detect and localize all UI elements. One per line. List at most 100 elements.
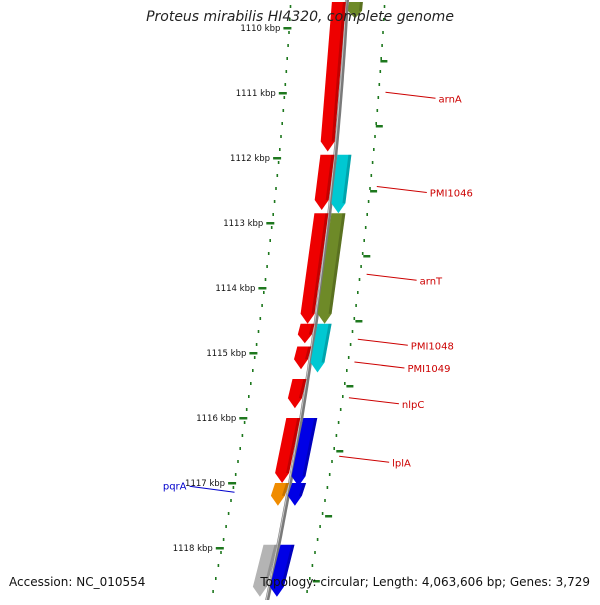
scale-dot-right — [349, 343, 352, 346]
gene-arrow-red — [287, 379, 307, 409]
gene-arrow-shade — [321, 323, 332, 363]
scale-dot-right — [309, 577, 311, 580]
scale-dot-left — [281, 122, 283, 125]
scale-dot-right — [366, 213, 368, 216]
minor-tick — [336, 450, 344, 453]
gene-leader-line — [376, 186, 427, 193]
kbp-tick — [215, 547, 224, 550]
minor-tick — [363, 255, 371, 258]
scale-dot-left — [270, 226, 273, 229]
kbp-tick — [228, 482, 237, 485]
scale-dot-left — [252, 369, 254, 372]
scale-dot-left — [212, 590, 214, 593]
gene-arrow-shade — [298, 379, 307, 399]
scale-dot-right — [344, 382, 346, 385]
scale-dot-right — [355, 304, 357, 307]
minor-tick — [375, 125, 383, 128]
scale-dot-right — [379, 70, 382, 73]
gene-arrow-shade — [342, 154, 352, 204]
accession-text: Accession: NC_010554 — [9, 575, 146, 589]
gene-arrow-red — [294, 346, 312, 370]
scale-dot-left — [232, 486, 235, 489]
minor-tick — [370, 190, 378, 193]
gene-arrow-red — [275, 418, 301, 483]
scale-dot-right — [383, 18, 385, 21]
gene-arrow-shade — [281, 483, 290, 496]
kbp-tick — [283, 27, 292, 30]
scale-dot-right — [342, 395, 344, 398]
scale-dot-right — [383, 5, 386, 8]
scale-dot-right — [306, 590, 308, 593]
scale-dot-left — [273, 200, 276, 203]
gene-label-pqra: pqrA — [163, 481, 187, 492]
kbp-tick — [278, 92, 287, 95]
gene-leader-line — [357, 338, 408, 346]
scale-dot-left — [261, 304, 263, 307]
scale-dot-right — [335, 434, 338, 437]
kbp-tick-label: 1115 kbp — [206, 349, 246, 359]
scale-dot-right — [374, 135, 376, 138]
scale-dot-right — [376, 109, 379, 112]
gene-label-arna: arnA — [439, 94, 462, 105]
scale-dot-left — [227, 512, 230, 515]
scale-dot-right — [314, 551, 316, 554]
scale-dot-right — [358, 278, 361, 281]
gene-arrow-shade — [359, 2, 363, 11]
scale-dot-left — [237, 460, 239, 463]
scale-dot-left — [285, 70, 288, 73]
gene-arrow-shade — [311, 213, 329, 314]
gene-arrow-shade — [298, 483, 307, 496]
gene-arrow-gray — [252, 544, 278, 597]
scale-dot-right — [371, 161, 374, 164]
scale-dot-right — [339, 408, 342, 411]
scale-dot-left — [266, 265, 268, 268]
scale-dot-left — [245, 408, 248, 411]
scale-dot-right — [337, 421, 340, 424]
gene-arrow-shade — [331, 2, 346, 142]
scale-dot-left — [287, 44, 289, 47]
minor-tick — [325, 515, 333, 518]
gene-arrow-red — [320, 2, 346, 152]
scale-dot-left — [255, 343, 258, 346]
scale-dot-left — [286, 57, 288, 60]
kbp-tick — [249, 352, 258, 355]
kbp-tick-label: 1111 kbp — [236, 89, 276, 99]
gene-arrow-cyan — [310, 323, 332, 373]
kbp-tick — [266, 222, 275, 225]
scale-dot-left — [272, 213, 274, 216]
scale-dot-left — [282, 109, 285, 112]
scale-dot-right — [373, 148, 375, 151]
scale-dot-right — [360, 265, 362, 268]
scale-dot-left — [239, 447, 241, 450]
backbone — [264, 0, 350, 605]
scale-dot-left — [257, 330, 260, 333]
gene-arrow-olive — [317, 213, 346, 324]
scale-dot-right — [377, 96, 380, 99]
scale-dot-right — [382, 31, 384, 34]
scale-dot-left — [289, 5, 292, 8]
topology-text: Topology: circular; Length: 4,063,606 bp… — [260, 575, 590, 589]
scale-dot-left — [225, 525, 227, 528]
kbp-tick-label: 1116 kbp — [196, 414, 236, 424]
gene-leader-line — [189, 485, 235, 493]
gene-arrow-olive — [348, 2, 363, 19]
scale-dot-right — [375, 122, 377, 125]
gene-leader-line — [385, 91, 436, 99]
scale-dot-left — [284, 83, 287, 86]
gene-arrow-blue — [287, 483, 307, 506]
scale-dot-right — [324, 499, 326, 502]
scale-dot-left — [264, 278, 267, 281]
scale-dot-right — [319, 525, 321, 528]
gene-arrow-blue — [291, 418, 318, 487]
gene-arrow-blue — [269, 544, 295, 597]
gene-label-pmi1049: PMI1049 — [407, 364, 450, 375]
gene-arrow-red — [314, 154, 335, 210]
genome-title: Proteus mirabilis HI4320, complete genom… — [146, 9, 454, 25]
scale-dot-left — [269, 239, 271, 242]
gene-arrow-red — [300, 213, 329, 324]
gene-arrow-orange — [270, 483, 290, 506]
kbp-tick — [273, 157, 282, 160]
scale-dot-right — [378, 83, 381, 86]
scale-dot-right — [333, 447, 335, 450]
